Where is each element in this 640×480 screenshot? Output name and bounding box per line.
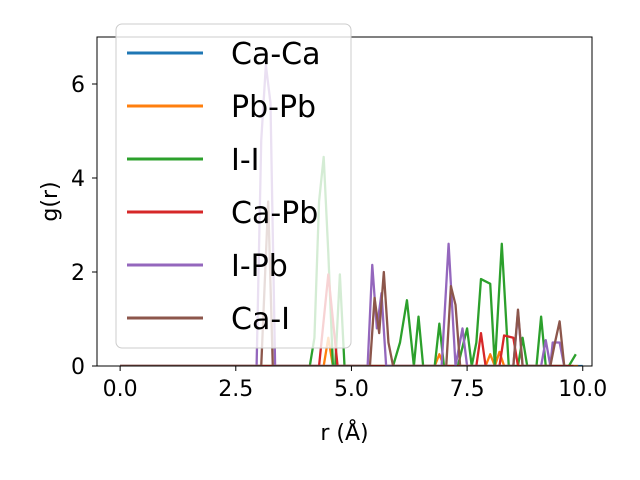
x-tick-label: 10.0 [558, 377, 607, 402]
legend-label-ca-pb: Ca-Pb [231, 196, 318, 231]
legend-label-ca-ca: Ca-Ca [231, 37, 321, 72]
x-axis-label: r (Å) [320, 419, 368, 446]
y-tick-label: 6 [71, 73, 85, 98]
axes: 0.0 2.5 5.0 7.5 10.0 0 2 4 6 r (Å) g(r) [38, 36, 607, 446]
legend-label-ca-i: Ca-I [231, 302, 290, 337]
x-tick-label: 5.0 [334, 377, 369, 402]
legend: Ca-Ca Pb-Pb I-I Ca-Pb I-Pb Ca-I [115, 23, 352, 349]
y-axis-label: g(r) [38, 181, 63, 221]
x-tick-label: 0.0 [103, 377, 138, 402]
x-tick-label: 7.5 [450, 377, 485, 402]
y-tick-label: 2 [71, 261, 85, 286]
legend-box [115, 23, 352, 349]
x-tick-label: 2.5 [218, 377, 253, 402]
legend-label-pb-pb: Pb-Pb [231, 90, 316, 125]
y-tick-label: 0 [71, 355, 85, 380]
y-tick-label: 4 [71, 167, 85, 192]
legend-label-i-i: I-I [231, 143, 260, 178]
legend-label-i-pb: I-Pb [231, 249, 288, 284]
